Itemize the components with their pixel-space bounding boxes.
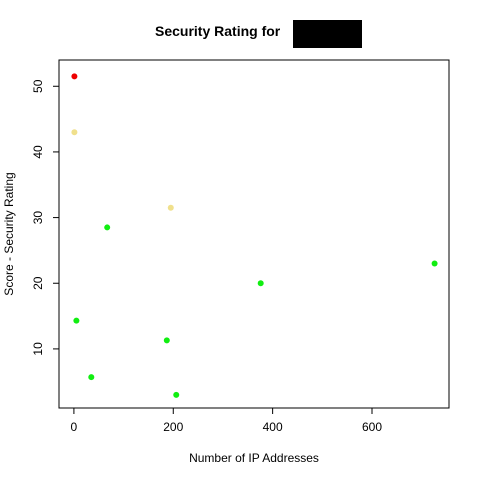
data-point-green (431, 260, 438, 267)
y-tick-label: 10 (31, 342, 45, 356)
data-point-green (163, 337, 170, 344)
data-point-yellow (167, 204, 174, 211)
data-point-green (173, 391, 180, 398)
data-point-green (257, 280, 264, 287)
y-axis-label: Score - Security Rating (2, 172, 16, 295)
data-point-green (88, 374, 95, 381)
data-points (71, 73, 438, 398)
x-axis-label: Number of IP Addresses (189, 451, 319, 465)
y-tick-label: 30 (31, 211, 45, 225)
title-redaction-box (293, 20, 362, 48)
data-point-green (104, 224, 111, 231)
data-point-yellow (71, 129, 78, 136)
x-tick-label: 600 (362, 420, 382, 434)
data-point-red (71, 73, 78, 80)
x-tick-label: 200 (163, 420, 183, 434)
plot-frame (58, 59, 450, 409)
x-axis: 0 200 400 600 (71, 408, 382, 434)
y-axis: 10 20 30 40 50 (31, 79, 59, 356)
data-point-green (73, 317, 80, 324)
x-tick-label: 0 (71, 420, 78, 434)
y-tick-label: 20 (31, 276, 45, 290)
x-tick-label: 400 (263, 420, 283, 434)
y-tick-label: 50 (31, 79, 45, 93)
y-tick-label: 40 (31, 145, 45, 159)
chart-title: Security Rating for (155, 23, 281, 39)
